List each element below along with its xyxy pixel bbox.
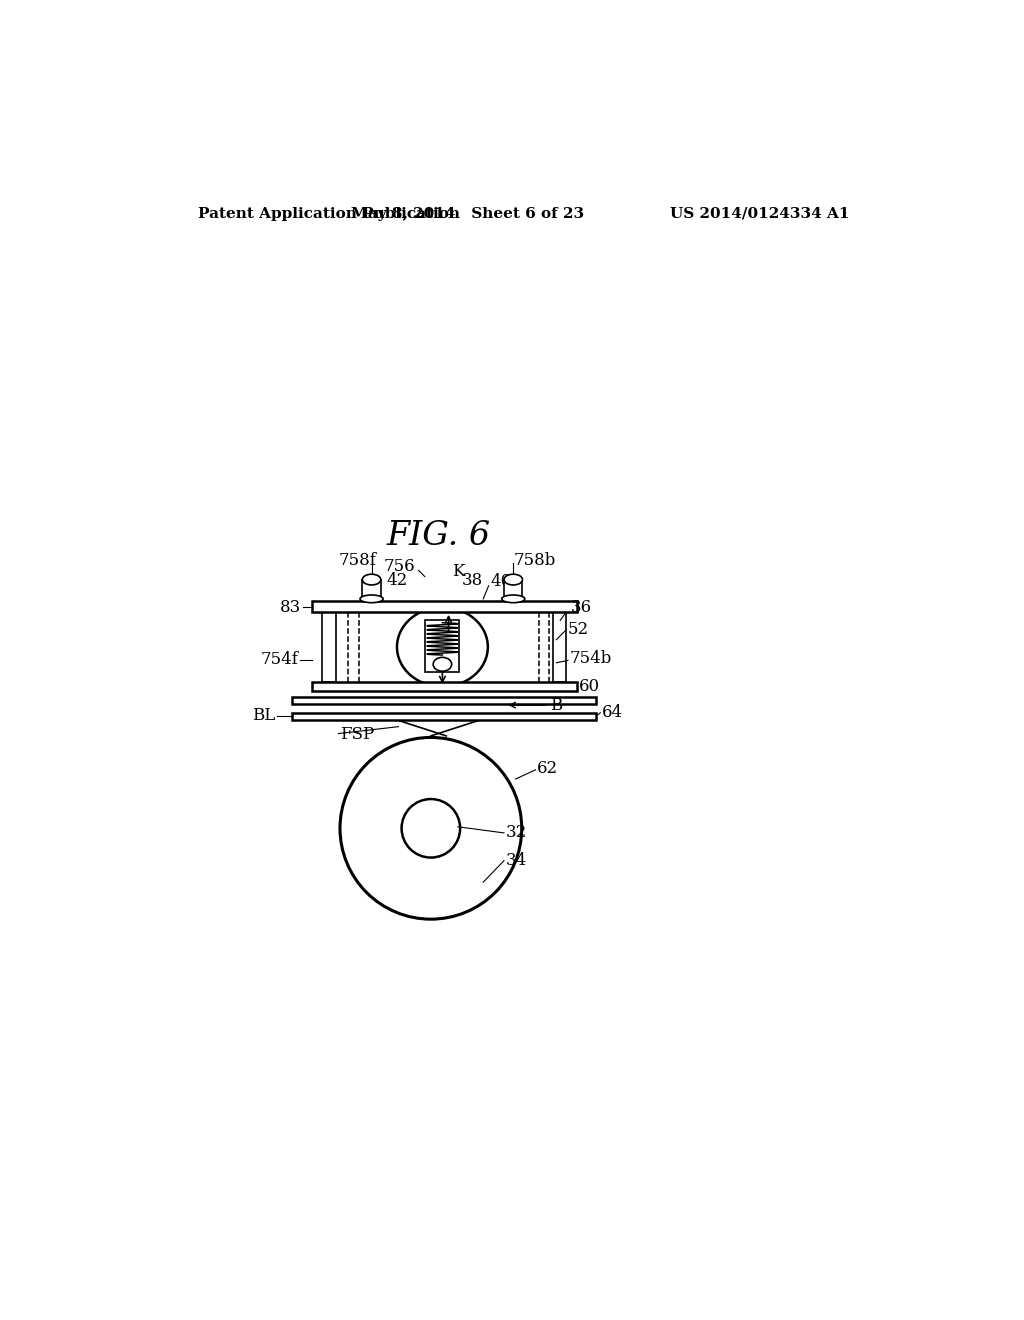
Ellipse shape bbox=[360, 595, 383, 603]
Ellipse shape bbox=[502, 595, 524, 603]
Text: 36: 36 bbox=[571, 599, 592, 616]
Bar bbox=[323, 612, 336, 682]
Text: FSP: FSP bbox=[340, 726, 374, 743]
Ellipse shape bbox=[433, 657, 452, 671]
Bar bbox=[362, 579, 381, 601]
Bar bbox=[292, 713, 596, 719]
Text: 62: 62 bbox=[538, 760, 558, 776]
Text: Patent Application Publication: Patent Application Publication bbox=[199, 207, 461, 220]
Ellipse shape bbox=[362, 574, 381, 585]
Text: 758f: 758f bbox=[339, 552, 377, 569]
Text: 754f: 754f bbox=[260, 651, 298, 668]
Text: BL: BL bbox=[252, 708, 275, 725]
Bar bbox=[504, 579, 522, 601]
Text: 754b: 754b bbox=[569, 649, 611, 667]
Ellipse shape bbox=[504, 574, 522, 585]
Text: 34: 34 bbox=[506, 853, 526, 869]
Bar bbox=[425, 619, 460, 672]
Text: 60: 60 bbox=[579, 678, 600, 696]
Text: 38: 38 bbox=[462, 572, 483, 589]
Bar bbox=[553, 612, 566, 682]
Text: May 8, 2014   Sheet 6 of 23: May 8, 2014 Sheet 6 of 23 bbox=[351, 207, 585, 220]
Text: 758b: 758b bbox=[513, 552, 556, 569]
Bar bbox=[311, 682, 578, 692]
Text: 83: 83 bbox=[281, 599, 301, 616]
Text: FIG. 6: FIG. 6 bbox=[386, 520, 490, 552]
Text: 64: 64 bbox=[602, 705, 623, 721]
Text: 52: 52 bbox=[568, 622, 589, 638]
Text: US 2014/0124334 A1: US 2014/0124334 A1 bbox=[670, 207, 849, 220]
Text: 42: 42 bbox=[386, 572, 408, 589]
Text: 40: 40 bbox=[490, 573, 511, 590]
Bar bbox=[292, 697, 596, 705]
Bar bbox=[311, 601, 578, 612]
Text: K: K bbox=[453, 562, 465, 579]
Text: 32: 32 bbox=[506, 825, 526, 841]
Text: 756: 756 bbox=[384, 558, 416, 576]
Text: B: B bbox=[550, 697, 562, 714]
Ellipse shape bbox=[401, 799, 460, 858]
Ellipse shape bbox=[397, 607, 487, 686]
Ellipse shape bbox=[340, 738, 521, 919]
